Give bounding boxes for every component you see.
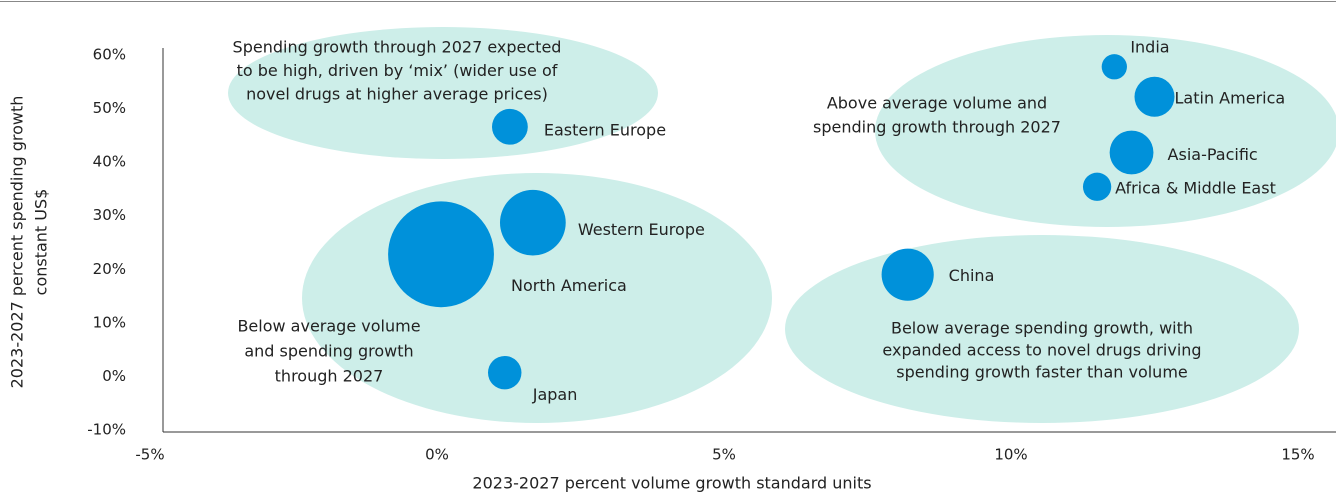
zone bbox=[228, 27, 658, 159]
y-tick-label: -10% bbox=[87, 421, 126, 439]
y-tick-label: 40% bbox=[93, 153, 126, 171]
zone bbox=[875, 35, 1336, 227]
annotation: Spending growth through 2027 expected bbox=[233, 38, 562, 57]
bubble-label: North America bbox=[511, 276, 627, 295]
annotation: Below average spending growth, with bbox=[891, 319, 1193, 338]
x-tick-label: 15% bbox=[1281, 446, 1314, 464]
x-tick-label: 5% bbox=[712, 446, 736, 464]
bubble bbox=[1109, 130, 1154, 175]
bubble bbox=[1082, 172, 1112, 201]
bubble bbox=[487, 355, 522, 390]
x-tick-label: 10% bbox=[994, 446, 1027, 464]
x-axis-title: 2023-2027 percent volume growth standard… bbox=[472, 474, 871, 493]
bubble-label: Latin America bbox=[1175, 88, 1286, 107]
annotation: and spending growth bbox=[244, 342, 413, 361]
annotation: spending growth through 2027 bbox=[813, 118, 1061, 137]
y-tick-label: 60% bbox=[93, 46, 126, 64]
y-axis-title: 2023-2027 percent spending growth bbox=[8, 96, 27, 389]
y-tick-label: 20% bbox=[93, 260, 126, 278]
annotation: Above average volume and bbox=[827, 94, 1047, 113]
bubble bbox=[1101, 54, 1127, 80]
annotation: novel drugs at higher average prices) bbox=[246, 85, 548, 104]
bubble-label: China bbox=[949, 266, 995, 285]
annotation: spending growth faster than volume bbox=[896, 363, 1188, 382]
annotation: through 2027 bbox=[275, 367, 384, 386]
bubble bbox=[499, 189, 566, 256]
bubble-label: Japan bbox=[532, 385, 578, 404]
bubble-label: Eastern Europe bbox=[544, 120, 666, 139]
y-tick-label: 30% bbox=[93, 206, 126, 224]
bubble bbox=[492, 108, 528, 145]
x-tick-label: -5% bbox=[135, 446, 164, 464]
bubble bbox=[388, 201, 494, 308]
y-tick-label: 10% bbox=[93, 313, 126, 331]
bubble bbox=[1134, 76, 1175, 117]
bubble bbox=[881, 248, 934, 301]
bubble-label: Western Europe bbox=[578, 220, 705, 239]
y-tick-label: 50% bbox=[93, 99, 126, 117]
bubble-label: India bbox=[1130, 37, 1169, 56]
annotation: to be high, driven by ‘mix’ (wider use o… bbox=[237, 61, 558, 80]
bubble-label: Asia-Pacific bbox=[1168, 145, 1258, 164]
y-tick-label: 0% bbox=[102, 367, 126, 385]
annotation: Below average volume bbox=[237, 317, 420, 336]
x-tick-label: 0% bbox=[425, 446, 449, 464]
annotation: expanded access to novel drugs driving bbox=[882, 341, 1201, 360]
bubble-label: Africa & Middle East bbox=[1115, 178, 1276, 197]
y-axis-title: constant US$ bbox=[32, 189, 51, 296]
